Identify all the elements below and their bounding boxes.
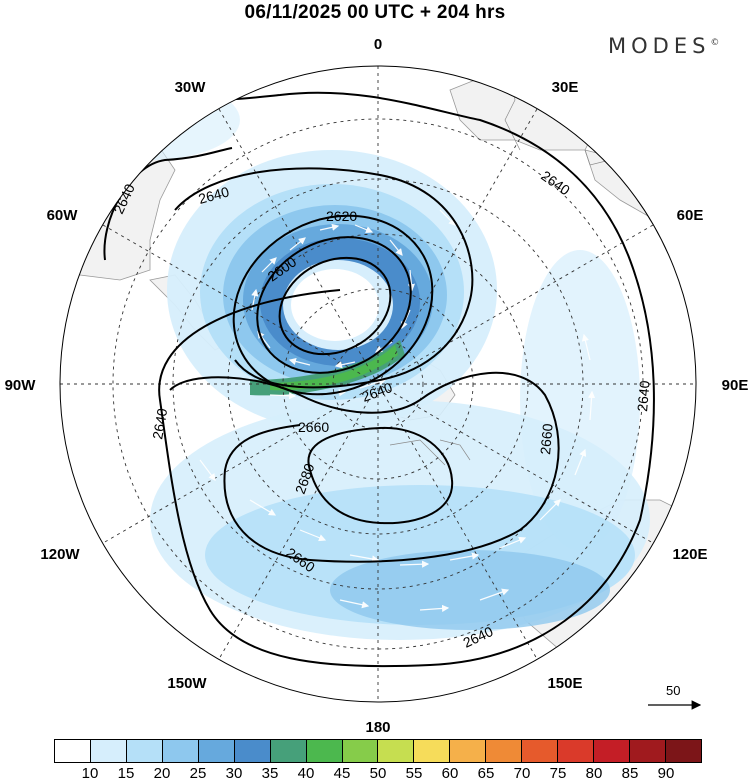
colorbar-tick-label: 30 <box>225 765 243 782</box>
lon-label-60w: 60W <box>47 207 79 224</box>
lon-label-60e: 60E <box>677 207 704 224</box>
contour-label: 2660 <box>298 419 329 435</box>
lon-label-120w: 120W <box>40 546 80 563</box>
lon-label-150w: 150W <box>167 675 207 692</box>
vector-reference-value: 50 <box>666 683 681 698</box>
colorbar-labels: 10 15 20 25 30 35 40 45 50 55 60 65 70 75 80 85 90 <box>54 765 702 782</box>
map-boundary <box>59 65 697 703</box>
contour-2580 <box>278 256 392 356</box>
contour-2660 <box>169 371 560 563</box>
contour-2640-ring <box>174 167 474 389</box>
colorbar-bin <box>665 740 701 762</box>
colorbar-bin <box>126 740 163 762</box>
colorbar-tick-label: 10 <box>81 765 99 782</box>
lon-label-120e: 120E <box>672 546 707 563</box>
colorbar-bin <box>378 740 415 762</box>
contour-label: 2620 <box>326 208 357 224</box>
southern-africa-land <box>584 149 661 221</box>
colorbar-tick-label: 80 <box>585 765 603 782</box>
contour-2680 <box>307 426 454 525</box>
lon-label-90e: 90E <box>722 377 749 394</box>
colorbar-bin <box>630 740 666 762</box>
lon-label-30e: 30E <box>552 79 579 96</box>
colorbar-tick-label: 85 <box>621 765 639 782</box>
polar-map: 2640 2640 2640 2640 2620 2600 2640 2660 … <box>5 36 749 735</box>
colorbar-tick-label: 20 <box>153 765 171 782</box>
coastlines <box>389 69 611 466</box>
geopotential-contours <box>99 69 655 668</box>
lon-label-180: 180 <box>365 719 390 735</box>
wind-vectors <box>179 159 596 613</box>
colorbar-tick-label: 60 <box>441 765 459 782</box>
lon-label-0: 0 <box>374 36 382 53</box>
colorbar-bin <box>414 740 451 762</box>
colorbar-tick-label: 90 <box>657 765 675 782</box>
colorbar-tick-label: 55 <box>405 765 423 782</box>
colorbar-tick-label: 40 <box>297 765 315 782</box>
brand-name: MODES <box>608 34 711 58</box>
colorbar-tick-label: 15 <box>117 765 135 782</box>
colorbar-bin <box>162 740 199 762</box>
brand-logo: MODES© <box>608 34 719 58</box>
contour-label: 2640 <box>634 380 653 413</box>
graticule <box>60 66 696 702</box>
contour-2620 <box>232 214 434 396</box>
contour-label: 2640 <box>197 183 231 207</box>
map-title: 06/11/2025 00 UTC + 204 hrs <box>244 2 506 23</box>
contour-2640-westarc <box>103 147 233 261</box>
colorbar-tick-label: 45 <box>333 765 351 782</box>
colorbar-tick-label: 75 <box>549 765 567 782</box>
colorbar-tick-label: 35 <box>261 765 279 782</box>
colorbar-bin <box>594 740 630 762</box>
colorbar-bin <box>198 740 235 762</box>
colorbar-bin <box>342 740 379 762</box>
colorbar-bin <box>450 740 487 762</box>
longitude-labels: 0 30E 60E 90E 120E 150E 180 150W 120W 90… <box>5 36 749 735</box>
colorbar <box>54 739 702 763</box>
colorbar-tick-label: 25 <box>189 765 207 782</box>
colorbar-tick-label: 65 <box>477 765 495 782</box>
lon-label-90w: 90W <box>5 377 37 394</box>
colorbar-bin <box>306 740 343 762</box>
lon-label-150e: 150E <box>547 675 582 692</box>
colorbar-tick-label: 50 <box>369 765 387 782</box>
contour-2600 <box>256 236 412 374</box>
colorbar-tick-label: 70 <box>513 765 531 782</box>
colorbar-bin <box>55 740 91 762</box>
colorbar-bin <box>234 740 271 762</box>
colorbar-bin <box>522 740 559 762</box>
colorbar-bin <box>486 740 523 762</box>
contour-label: 2660 <box>537 423 556 456</box>
brand-mark: © <box>710 38 720 48</box>
colorbar-bin <box>270 740 307 762</box>
colorbar-bin <box>558 740 595 762</box>
contour-label: 2640 <box>149 407 170 441</box>
contour-2640-outer <box>99 69 655 668</box>
colorbar-bin <box>90 740 127 762</box>
lon-label-30w: 30W <box>175 79 207 96</box>
contour-label: 2640 <box>538 167 573 198</box>
